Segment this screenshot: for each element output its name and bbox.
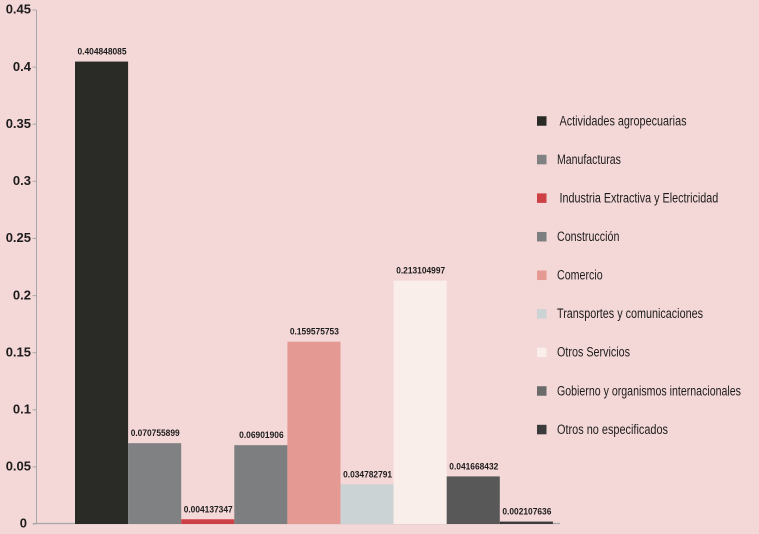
svg-text:0.404848085: 0.404848085 [78, 47, 127, 57]
svg-text:0.45: 0.45 [6, 2, 31, 17]
svg-text:0.070755899: 0.070755899 [131, 428, 180, 438]
svg-text:0.25: 0.25 [6, 230, 31, 245]
svg-text:Comercio: Comercio [557, 268, 603, 283]
svg-text:0.002107636: 0.002107636 [502, 507, 551, 517]
svg-text:Otros no especificados: Otros no especificados [557, 422, 668, 437]
svg-text:0.041668432: 0.041668432 [449, 461, 498, 471]
svg-text:0.1: 0.1 [13, 402, 31, 417]
svg-text:0.3: 0.3 [13, 173, 31, 188]
svg-text:0.15: 0.15 [6, 344, 31, 359]
svg-text:0.05: 0.05 [6, 459, 31, 474]
svg-text:Transportes y comunicaciones: Transportes y comunicaciones [557, 306, 703, 321]
svg-text:Actividades agropecuarias: Actividades agropecuarias [560, 113, 687, 128]
svg-text:0: 0 [20, 516, 27, 531]
svg-text:0.2: 0.2 [13, 287, 31, 302]
svg-text:0.35: 0.35 [6, 116, 31, 131]
svg-text:Construcción: Construcción [557, 229, 619, 244]
svg-text:0.4: 0.4 [13, 59, 32, 74]
svg-text:0.004137347: 0.004137347 [184, 504, 233, 514]
svg-text:0.159575753: 0.159575753 [290, 327, 339, 337]
svg-text:Industria Extractiva y Electri: Industria Extractiva y Electricidad [560, 190, 719, 205]
svg-text:0.06901906: 0.06901906 [239, 430, 284, 440]
svg-text:0.213104997: 0.213104997 [396, 266, 445, 276]
svg-text:Gobierno y organismos internac: Gobierno y organismos internacionales [557, 383, 741, 398]
svg-text:Manufacturas: Manufacturas [557, 152, 621, 167]
svg-text:0.034782791: 0.034782791 [343, 469, 392, 479]
svg-text:Otros Servicios: Otros Servicios [557, 345, 630, 360]
